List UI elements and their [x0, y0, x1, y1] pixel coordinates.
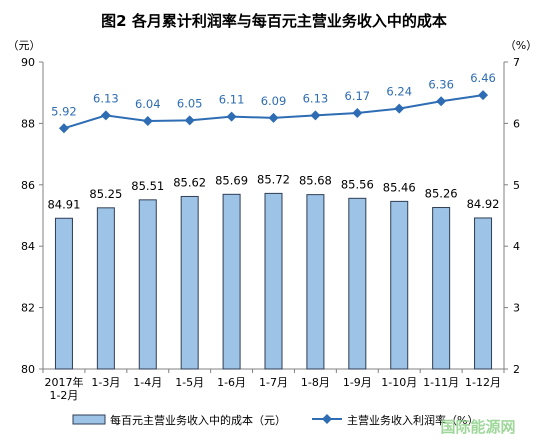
right-tick-label: 2 — [513, 363, 520, 376]
line-point — [100, 110, 111, 121]
line-point — [478, 90, 489, 101]
bar-value-label: 85.69 — [215, 173, 248, 187]
bar-value-label: 85.46 — [383, 180, 416, 194]
right-axis-unit: （%） — [505, 39, 537, 52]
bar — [348, 197, 367, 370]
legend-line-marker — [322, 414, 332, 424]
right-tick-label: 5 — [513, 179, 520, 192]
line-point — [226, 111, 237, 122]
left-tick-label: 84 — [21, 240, 35, 253]
bar-value-label: 85.26 — [425, 187, 458, 201]
x-tick-label: 1-11月 — [423, 376, 459, 389]
line-value-label: 6.24 — [386, 85, 412, 99]
line-value-label: 6.05 — [177, 96, 203, 110]
bar — [138, 199, 157, 370]
x-tick-label: 1-4月 — [133, 376, 162, 389]
bar — [54, 217, 73, 370]
bar-value-label: 85.72 — [257, 172, 290, 186]
x-tick-label: 1-12月 — [465, 376, 501, 389]
left-tick-label: 82 — [21, 302, 35, 315]
bar-value-label: 85.62 — [173, 175, 206, 189]
bar — [432, 207, 451, 370]
chart-title: 图2 各月累计利润率与每百元主营业务收入中的成本 — [101, 12, 447, 30]
watermark-logo: 国际能源网 — [440, 418, 515, 436]
bar-value-label: 85.51 — [131, 179, 164, 193]
line-point — [394, 103, 405, 114]
x-tick-label: 1-6月 — [217, 376, 246, 389]
bar — [474, 217, 493, 370]
bar-value-label: 85.68 — [299, 174, 332, 188]
line-point — [436, 96, 447, 107]
right-tick-label: 6 — [513, 117, 520, 130]
x-tick-label: 2017年 1-2月 — [44, 375, 83, 402]
x-tick-label: 1-8月 — [301, 376, 330, 389]
right-tick-label: 3 — [513, 302, 520, 315]
bar — [306, 194, 325, 370]
bar — [180, 195, 199, 370]
x-tick-label: 1-5月 — [175, 376, 204, 389]
line-point — [268, 112, 279, 123]
legend-line-label: 主营业务收入利润率（%） — [347, 413, 478, 427]
bar — [264, 192, 283, 370]
right-tick-label: 4 — [513, 240, 520, 253]
left-tick-label: 90 — [21, 56, 35, 69]
line-point — [352, 107, 363, 118]
bar — [96, 207, 115, 370]
line-value-label: 6.13 — [303, 91, 329, 105]
x-tick-label: 1-3月 — [91, 376, 120, 389]
line-value-label: 5.92 — [51, 104, 77, 118]
left-tick-label: 88 — [21, 117, 35, 130]
bar-value-label: 84.92 — [467, 197, 500, 211]
plot-area: 80 82 84 86 88 90 2 3 4 5 6 7 2017年 1-2月 1-3月 1-4月 1-5月 1… — [21, 56, 520, 402]
line-point — [184, 115, 195, 126]
line-value-label: 6.36 — [428, 77, 454, 91]
left-axis-unit: （元） — [8, 39, 41, 52]
line-value-label: 6.04 — [135, 97, 161, 111]
line-value-label: 6.11 — [219, 93, 245, 107]
legend-bar-swatch — [72, 414, 106, 425]
legend: 每百元主营业务收入中的成本（元） 主营业务收入利润率（%） — [72, 413, 478, 427]
line-value-label: 6.17 — [345, 89, 371, 103]
legend-bar-label: 每百元主营业务收入中的成本（元） — [110, 413, 286, 427]
bar — [390, 200, 409, 370]
left-tick-label: 80 — [21, 363, 35, 376]
left-tick-label: 86 — [21, 179, 35, 192]
line-point — [142, 115, 153, 126]
line-value-label: 6.09 — [261, 94, 287, 108]
x-tick-label: 1-7月 — [259, 376, 288, 389]
bar — [222, 193, 241, 370]
line-value-label: 6.13 — [93, 91, 119, 105]
x-tick-label: 1-9月 — [343, 376, 372, 389]
x-tick-label: 1-10月 — [381, 376, 417, 389]
line-value-label: 6.46 — [470, 71, 496, 85]
bar-value-label: 84.91 — [47, 197, 80, 211]
bar-value-label: 85.56 — [341, 177, 374, 191]
right-tick-label: 7 — [513, 56, 520, 69]
line-point — [58, 123, 69, 134]
line-point — [310, 110, 321, 121]
bar-value-label: 85.25 — [89, 187, 122, 201]
